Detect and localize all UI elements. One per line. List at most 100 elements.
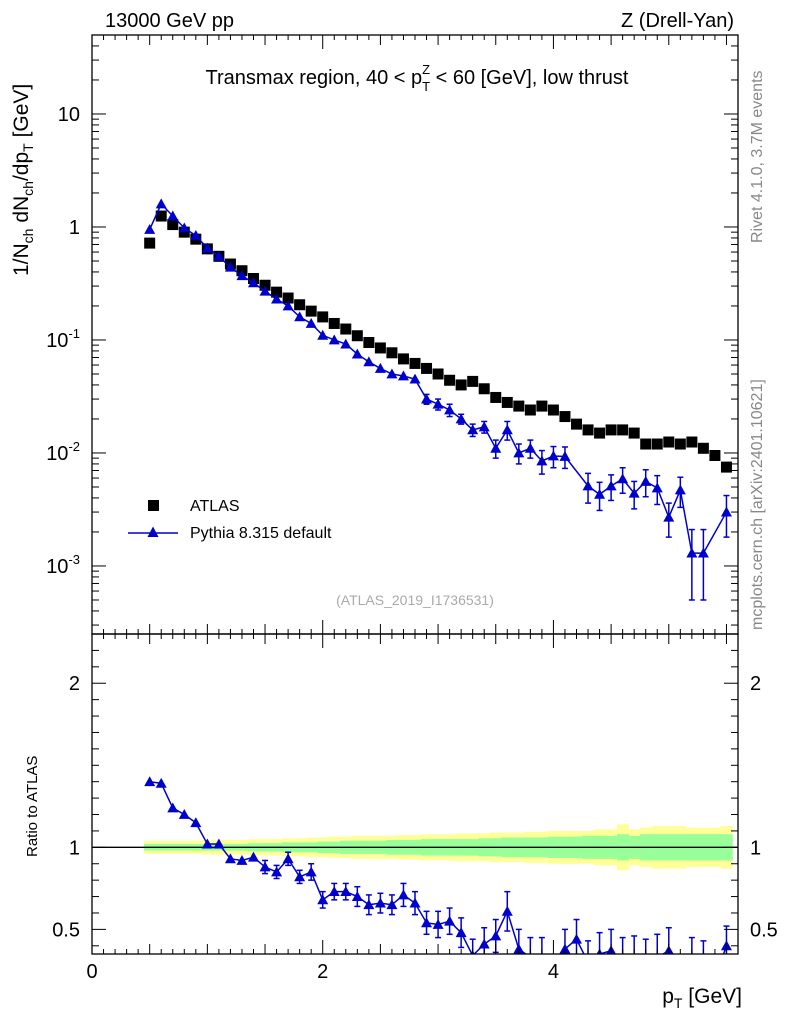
pythia-point <box>155 198 167 209</box>
legend-pythia-marker <box>147 526 159 537</box>
mcplots-text: mcplots.cern.ch [arXiv:2401.10621] <box>749 379 766 630</box>
pythia-point <box>594 488 606 499</box>
pythia-point <box>513 447 525 458</box>
atlas-point <box>294 299 306 311</box>
ratio-point <box>190 817 202 828</box>
pythia-point <box>201 242 213 253</box>
atlas-point <box>397 353 409 365</box>
pythia-point <box>455 413 467 424</box>
ratio-point <box>294 871 306 882</box>
watermark-text: (ATLAS_2019_I1736531) <box>336 592 494 608</box>
atlas-point <box>421 362 433 374</box>
atlas-point <box>490 391 502 403</box>
x-tick-label: 0 <box>86 961 97 983</box>
atlas-point <box>709 449 721 461</box>
legend-pythia-label: Pythia 8.315 default <box>190 525 332 542</box>
atlas-point <box>467 375 479 387</box>
atlas-point <box>617 424 629 436</box>
ratio-point <box>155 777 167 788</box>
ratio-point <box>698 955 709 965</box>
legend-atlas-marker <box>148 500 159 511</box>
legend: ATLAS Pythia 8.315 default <box>128 498 332 542</box>
atlas-point <box>432 368 444 380</box>
pythia-point <box>386 368 398 379</box>
ratio-point <box>397 889 409 900</box>
ratio-point <box>201 838 213 849</box>
atlas-point <box>697 442 709 454</box>
ratio-point <box>282 853 294 864</box>
y-tick-label: 0.5 <box>52 919 80 941</box>
x-tick-label: 4 <box>548 961 559 983</box>
atlas-point <box>524 404 536 416</box>
pythia-point <box>167 210 179 221</box>
atlas-point <box>259 279 271 291</box>
atlas-point <box>155 210 167 222</box>
ratio-point <box>317 894 329 905</box>
pythia-point <box>640 475 652 486</box>
pythia-point <box>190 230 202 240</box>
atlas-point <box>559 411 571 423</box>
atlas-point <box>351 330 363 342</box>
ratio-point <box>259 861 271 872</box>
pythia-point <box>490 442 502 453</box>
pythia-point <box>559 451 571 461</box>
ratio-point <box>421 917 433 928</box>
atlas-point <box>478 383 490 395</box>
ratio-point <box>271 866 283 877</box>
atlas-point <box>628 427 640 439</box>
top-panel-frame <box>91 34 739 635</box>
top-panel: 10-3 10-2 10-1 1 10 Transmax region, 40 < pZ… <box>10 34 739 635</box>
pythia-point <box>363 356 375 367</box>
ratio-point <box>444 915 456 926</box>
y-tick-label: 10 <box>58 104 80 126</box>
ratio-point <box>236 854 248 865</box>
pythia-point <box>478 421 490 432</box>
atlas-point <box>686 436 698 448</box>
pythia-point <box>409 373 421 384</box>
header-left-text: 13000 GeV pp <box>105 10 234 32</box>
pythia-point <box>467 424 479 435</box>
atlas-point <box>513 400 525 412</box>
atlas-point <box>363 336 375 348</box>
pythia-point <box>651 482 663 493</box>
atlas-point <box>501 396 513 408</box>
atlas-point <box>282 292 294 304</box>
top-y-axis-label: 1/Nch dNch/dpT [GeV] <box>10 84 36 276</box>
pythia-point <box>628 487 640 498</box>
ratio-line <box>149 780 728 954</box>
y-tick-label: 10-2 <box>46 439 80 465</box>
rivet-version-text: Rivet 4.1.0, 3.7M events <box>749 70 766 243</box>
atlas-point <box>144 237 156 249</box>
atlas-point <box>271 286 283 298</box>
atlas-point <box>547 404 559 416</box>
pythia-point <box>686 547 698 558</box>
ratio-point <box>213 838 225 849</box>
ratio-point <box>340 886 352 897</box>
pythia-point <box>397 370 409 381</box>
pythia-point <box>605 480 617 491</box>
pythia-point <box>582 480 594 491</box>
pythia-point <box>697 547 709 558</box>
pythia-point <box>524 442 536 453</box>
atlas-point <box>651 438 663 450</box>
ratio-point <box>224 853 236 864</box>
pythia-point <box>547 450 559 461</box>
pythia-point <box>674 484 686 495</box>
pythia-point <box>236 270 248 281</box>
y-tick-label: 1 <box>69 217 80 239</box>
atlas-point <box>663 436 675 448</box>
pythia-point <box>432 398 444 409</box>
pythia-point <box>720 506 732 517</box>
pythia-point <box>351 348 363 359</box>
atlas-point <box>536 400 548 412</box>
ratio-point <box>144 776 156 787</box>
atlas-point <box>571 418 582 430</box>
pythia-point <box>421 393 433 404</box>
y-tick-label-right: 1 <box>750 837 761 859</box>
pythia-point <box>374 362 386 373</box>
ratio-point <box>305 866 317 877</box>
pythia-point <box>617 473 629 484</box>
ratio-point <box>617 955 628 965</box>
y-tick-label: 2 <box>69 673 80 695</box>
